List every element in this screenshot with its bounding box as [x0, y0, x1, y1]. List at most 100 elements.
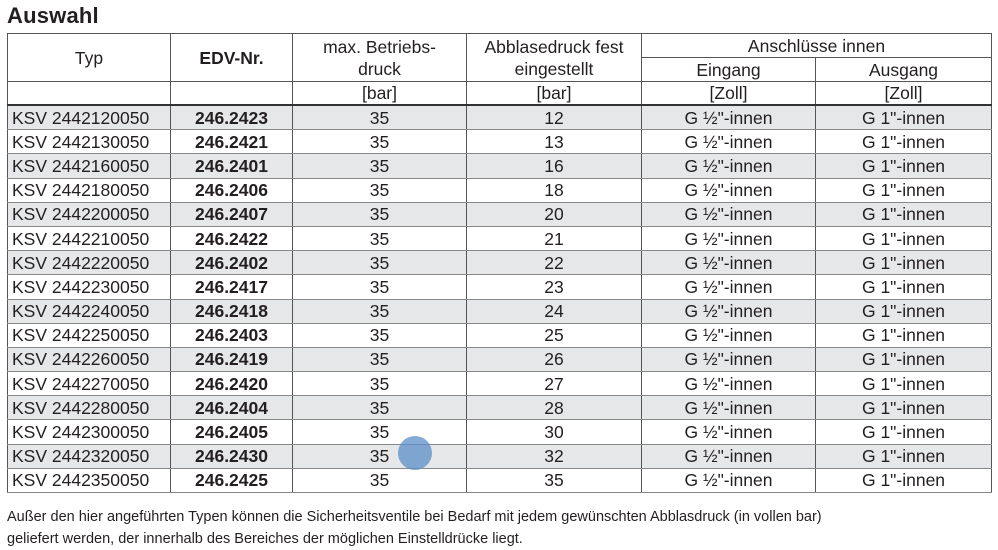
cell-ausgang: G 1"-innen: [814, 104, 993, 131]
cell-abblasedruck: 32: [466, 443, 642, 469]
unit-eingang: [Zoll]: [641, 81, 816, 106]
cell-ausgang: G 1"-innen: [814, 250, 993, 276]
header-edv: EDV-Nr.: [170, 33, 293, 82]
cell-edv: 246.2421: [170, 129, 293, 155]
header-betriebsdruck: max. Betriebs-druck: [292, 33, 467, 82]
table-row: KSV 2442350050 246.2425 35 35 G ½"-innen G 1"…: [7, 467, 993, 494]
selection-table: Typ EDV-Nr. max. Betriebs-druck Abblased…: [7, 33, 993, 494]
cell-typ: KSV 2442260050: [7, 346, 171, 373]
cell-typ: KSV 2442300050: [7, 419, 171, 445]
cell-edv: 246.2401: [170, 153, 293, 179]
cell-ausgang: G 1"-innen: [814, 443, 993, 469]
cell-ausgang: G 1"-innen: [814, 346, 993, 373]
cell-betriebsdruck: 35: [292, 298, 467, 324]
cell-betriebsdruck: 35: [292, 395, 467, 421]
cell-eingang: G ½"-innen: [641, 153, 816, 179]
cell-betriebsdruck: 35: [292, 250, 467, 276]
cell-eingang: G ½"-innen: [641, 177, 816, 203]
table-row: KSV 2442240050 246.2418 35 24 G ½"-innen G 1"…: [7, 298, 993, 324]
cell-ausgang: G 1"-innen: [814, 371, 993, 397]
cell-ausgang: G 1"-innen: [814, 395, 993, 421]
watermark-circle-icon: [398, 436, 432, 470]
cell-edv: 246.2422: [170, 225, 293, 252]
cell-betriebsdruck: 35: [292, 104, 467, 131]
cell-betriebsdruck: 35: [292, 201, 467, 227]
cell-typ: KSV 2442320050: [7, 443, 171, 469]
unit-edv: [170, 81, 293, 106]
footnote: Außer den hier angeführten Typen können …: [7, 506, 997, 550]
cell-typ: KSV 2442250050: [7, 322, 171, 348]
cell-eingang: G ½"-innen: [641, 298, 816, 324]
cell-eingang: G ½"-innen: [641, 129, 816, 155]
cell-eingang: G ½"-innen: [641, 225, 816, 252]
unit-abblase: [bar]: [466, 81, 642, 106]
cell-eingang: G ½"-innen: [641, 104, 816, 131]
cell-betriebsdruck: 35: [292, 177, 467, 203]
cell-edv: 246.2405: [170, 419, 293, 445]
cell-abblasedruck: 18: [466, 177, 642, 203]
cell-betriebsdruck: 35: [292, 322, 467, 348]
cell-abblasedruck: 12: [466, 104, 642, 131]
cell-ausgang: G 1"-innen: [814, 177, 993, 203]
header-betriebsdruck-line1: max. Betriebs-: [323, 36, 436, 57]
cell-edv: 246.2420: [170, 371, 293, 397]
cell-abblasedruck: 30: [466, 419, 642, 445]
table-row: KSV 2442160050 246.2401 35 16 G ½"-innen G 1"…: [7, 153, 993, 179]
footnote-line2: geliefert werden, der innerhalb des Bere…: [7, 531, 523, 547]
cell-eingang: G ½"-innen: [641, 322, 816, 348]
cell-ausgang: G 1"-innen: [814, 129, 993, 155]
cell-typ: KSV 2442270050: [7, 371, 171, 397]
header-betriebsdruck-line2: druck: [358, 58, 401, 79]
cell-eingang: G ½"-innen: [641, 443, 816, 469]
cell-ausgang: G 1"-innen: [814, 298, 993, 324]
cell-betriebsdruck: 35: [292, 153, 467, 179]
cell-abblasedruck: 28: [466, 395, 642, 421]
cell-ausgang: G 1"-innen: [814, 419, 993, 445]
cell-edv: 246.2418: [170, 298, 293, 324]
cell-typ: KSV 2442160050: [7, 153, 171, 179]
cell-abblasedruck: 25: [466, 322, 642, 348]
header-ausgang: Ausgang: [814, 57, 993, 82]
cell-eingang: G ½"-innen: [641, 250, 816, 276]
header-abblasedruck-line1: Abblasedruck fest: [484, 36, 624, 57]
cell-betriebsdruck: 35: [292, 371, 467, 397]
table-row: KSV 2442250050 246.2403 35 25 G ½"-innen G 1"…: [7, 322, 993, 348]
cell-ausgang: G 1"-innen: [814, 322, 993, 348]
cell-edv: 246.2417: [170, 274, 293, 300]
cell-betriebsdruck: 35: [292, 225, 467, 252]
cell-typ: KSV 2442280050: [7, 395, 171, 421]
cell-betriebsdruck: 35: [292, 274, 467, 300]
cell-typ: KSV 2442230050: [7, 274, 171, 300]
table-row: KSV 2442280050 246.2404 35 28 G ½"-innen G 1"…: [7, 395, 993, 421]
cell-betriebsdruck: 35: [292, 443, 467, 469]
cell-ausgang: G 1"-innen: [814, 225, 993, 252]
cell-eingang: G ½"-innen: [641, 395, 816, 421]
cell-typ: KSV 2442130050: [7, 129, 171, 155]
cell-edv: 246.2430: [170, 443, 293, 469]
header-abblasedruck-line2: eingestellt: [514, 58, 594, 79]
table-row: KSV 2442320050 246.2430 35 32 G ½"-innen G 1"…: [7, 443, 993, 469]
cell-typ: KSV 2442200050: [7, 201, 171, 227]
table-row: KSV 2442130050 246.2421 35 13 G ½"-innen G 1"…: [7, 129, 993, 155]
cell-abblasedruck: 22: [466, 250, 642, 276]
table-row: KSV 2442220050 246.2402 35 22 G ½"-innen G 1"…: [7, 250, 993, 276]
table-row: KSV 2442260050 246.2419 35 26 G ½"-innen G 1"…: [7, 346, 993, 373]
cell-abblasedruck: 26: [466, 346, 642, 373]
cell-typ: KSV 2442180050: [7, 177, 171, 203]
table-row: KSV 2442230050 246.2417 35 23 G ½"-innen G 1"…: [7, 274, 993, 300]
cell-edv: 246.2425: [170, 467, 293, 494]
cell-abblasedruck: 23: [466, 274, 642, 300]
table-row: KSV 2442120050 246.2423 35 12 G ½"-innen G 1"…: [7, 104, 993, 131]
header-eingang: Eingang: [641, 57, 816, 82]
unit-typ: [7, 81, 171, 106]
cell-ausgang: G 1"-innen: [814, 153, 993, 179]
cell-abblasedruck: 13: [466, 129, 642, 155]
cell-ausgang: G 1"-innen: [814, 201, 993, 227]
cell-typ: KSV 2442210050: [7, 225, 171, 252]
cell-edv: 246.2407: [170, 201, 293, 227]
cell-abblasedruck: 35: [466, 467, 642, 494]
cell-abblasedruck: 16: [466, 153, 642, 179]
cell-eingang: G ½"-innen: [641, 274, 816, 300]
cell-typ: KSV 2442240050: [7, 298, 171, 324]
cell-betriebsdruck: 35: [292, 346, 467, 373]
